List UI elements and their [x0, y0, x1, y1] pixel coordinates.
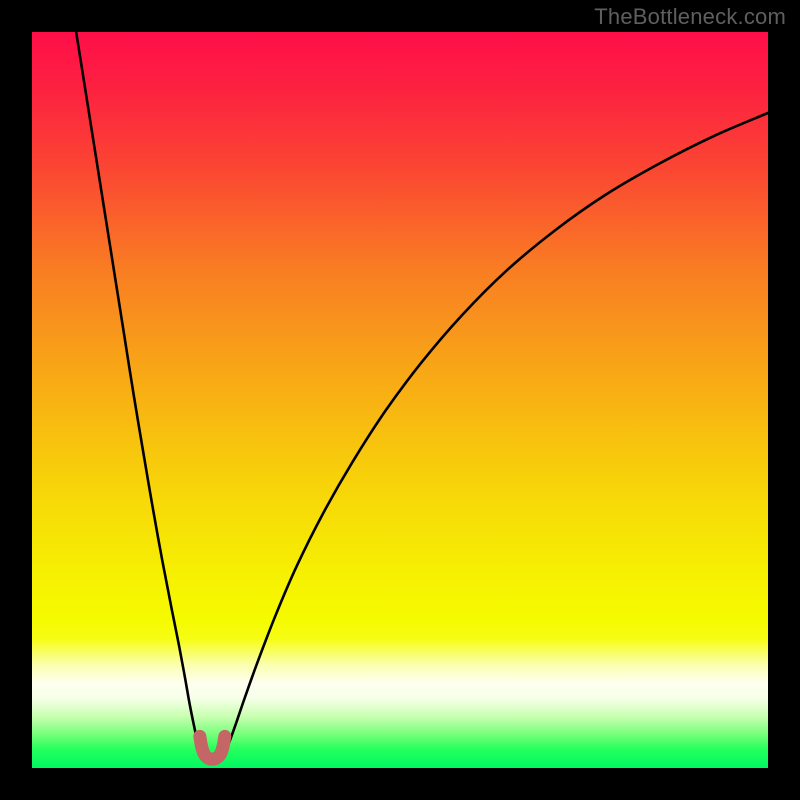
chart-svg	[32, 32, 768, 768]
plot-area	[32, 32, 768, 768]
watermark-text: TheBottleneck.com	[594, 4, 786, 30]
gradient-background	[32, 32, 768, 768]
figure-outer: TheBottleneck.com	[0, 0, 800, 800]
